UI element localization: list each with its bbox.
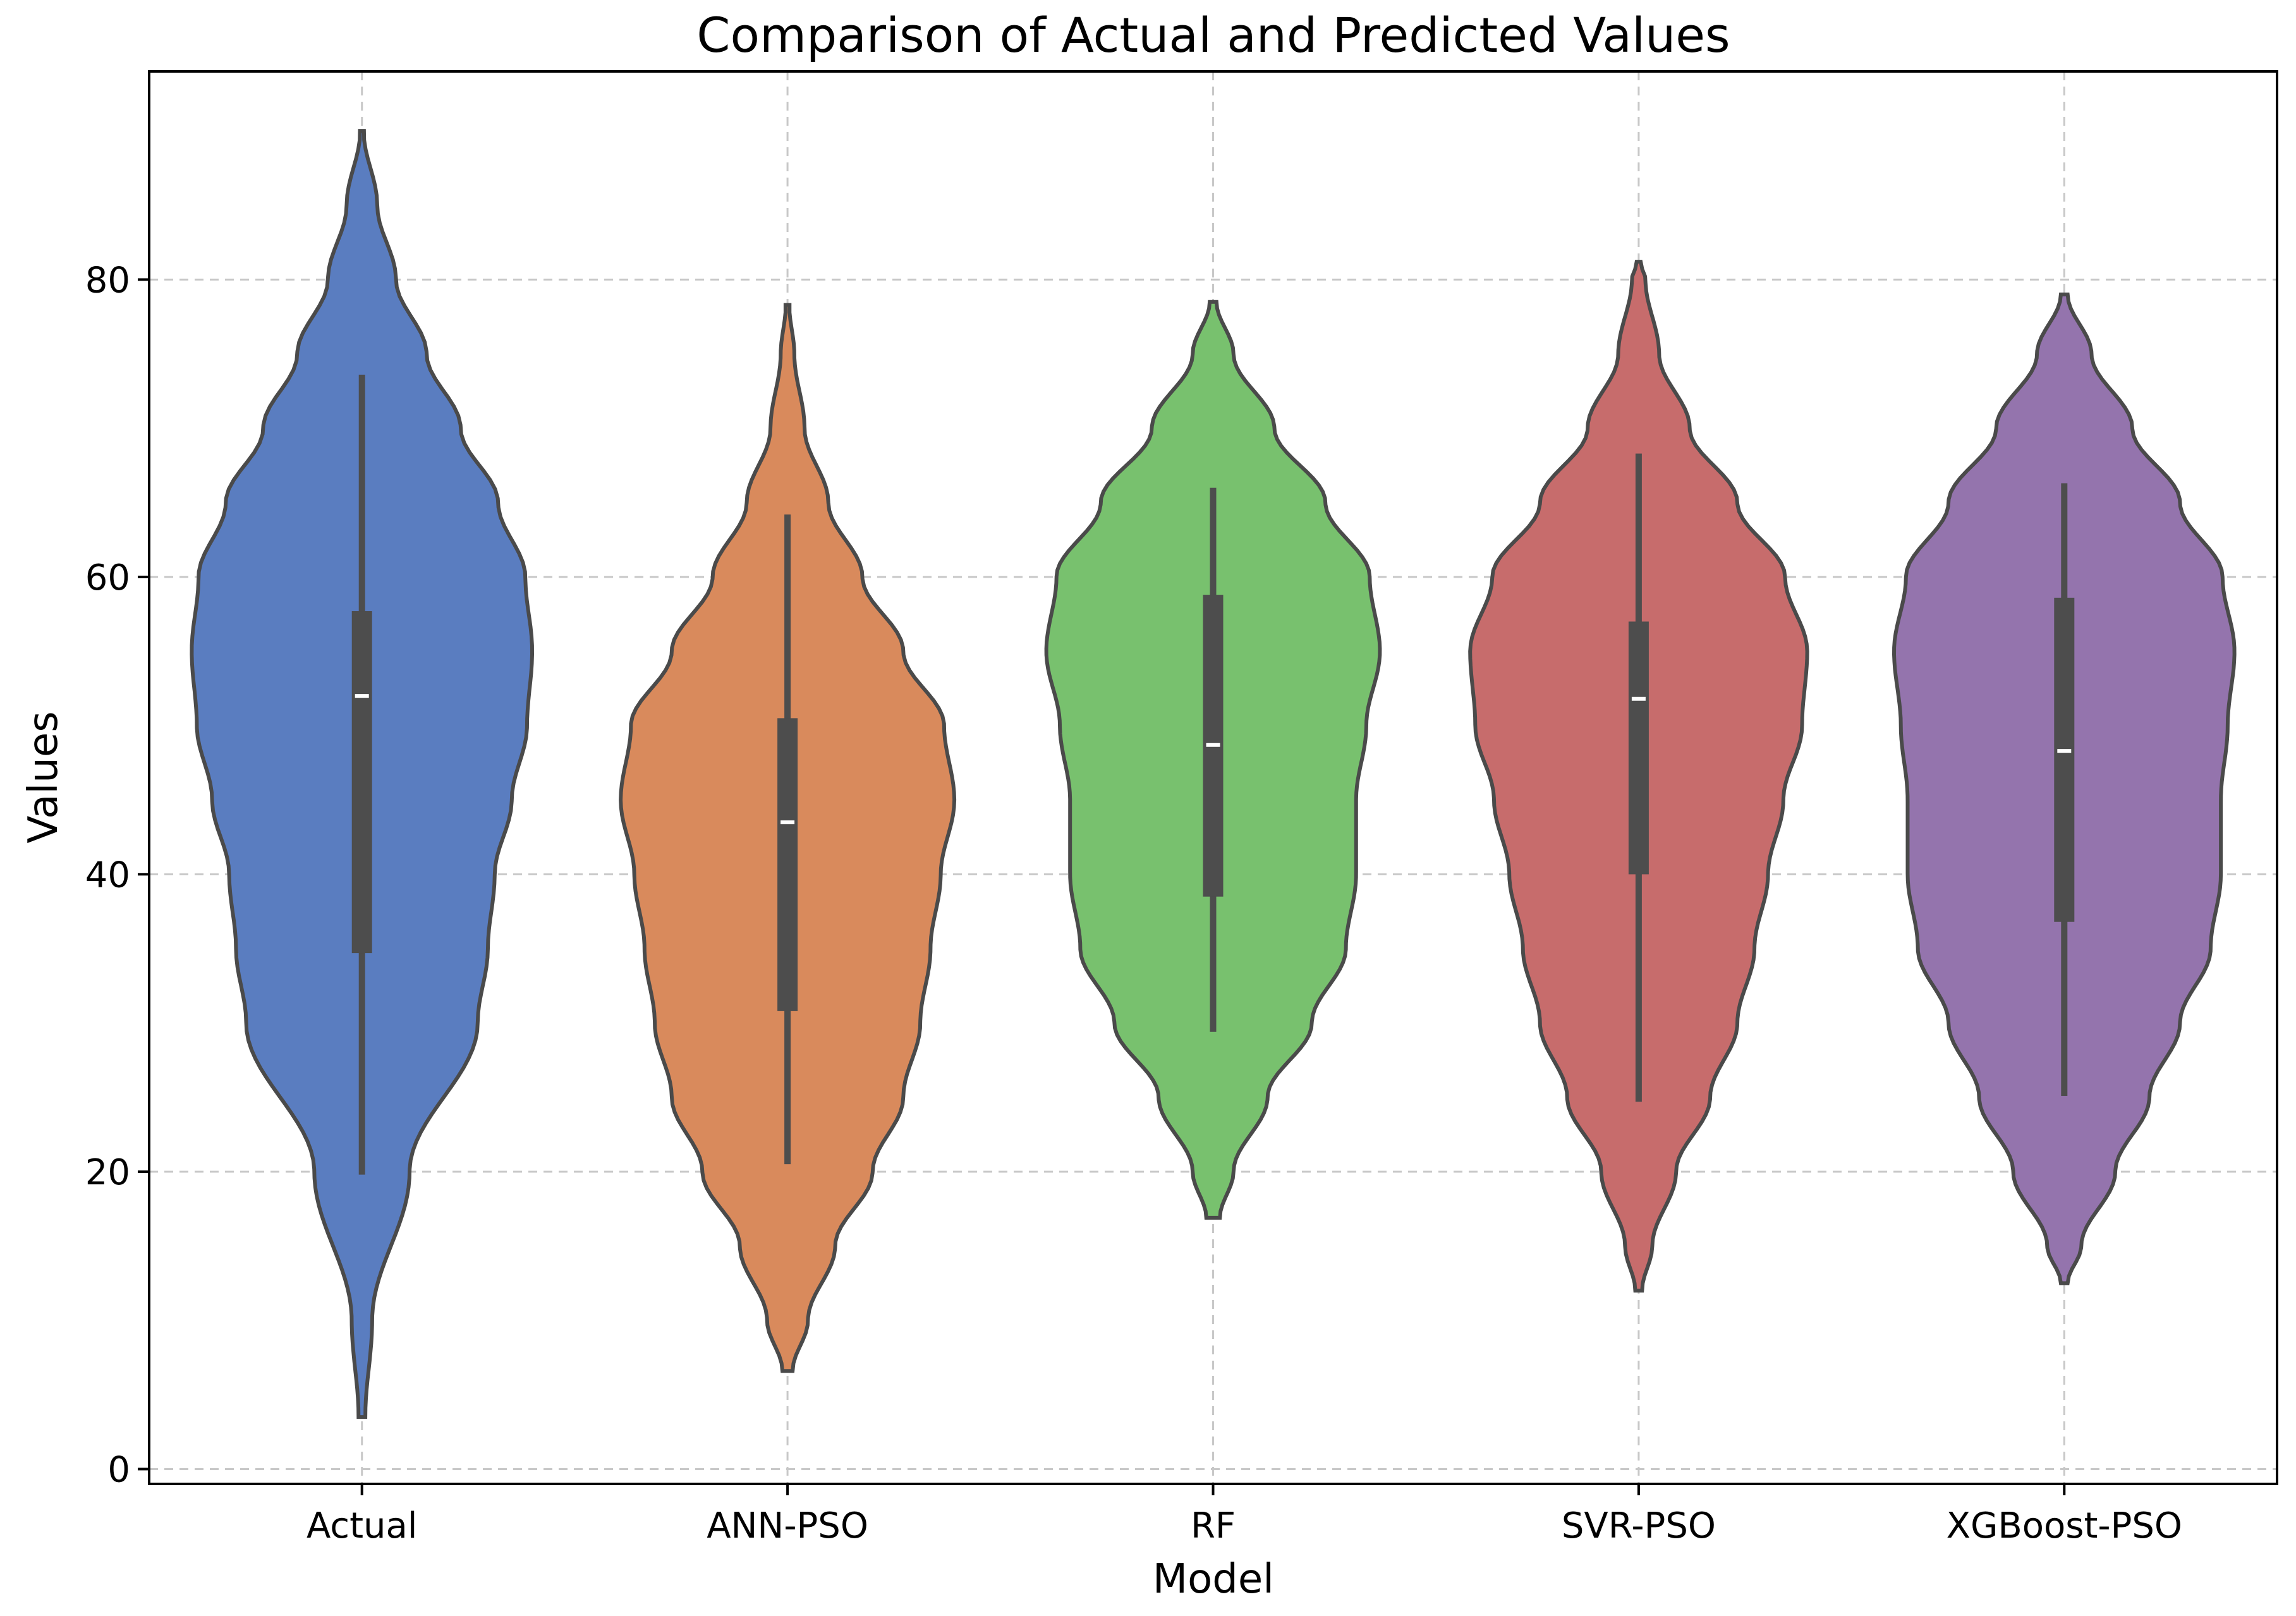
x-tick-label-rf: RF xyxy=(1191,1505,1236,1546)
y-tick-label-40: 40 xyxy=(85,854,130,896)
chart-title: Comparison of Actual and Predicted Value… xyxy=(696,7,1730,63)
y-tick-label-60: 60 xyxy=(85,557,130,598)
x-tick-label-svr-pso: SVR-PSO xyxy=(1562,1505,1716,1546)
y-axis-ticks: 0 20 40 60 80 xyxy=(85,260,149,1490)
iqr-box-ann-pso xyxy=(777,718,798,1011)
x-tick-label-ann-pso: ANN-PSO xyxy=(707,1505,868,1546)
y-tick-label-20: 20 xyxy=(85,1152,130,1193)
y-tick-label-0: 0 xyxy=(107,1449,130,1490)
iqr-box-xgboost-pso xyxy=(2054,597,2075,922)
x-axis-label: Model xyxy=(1153,1556,1274,1603)
y-tick-label-80: 80 xyxy=(85,260,130,301)
violins xyxy=(190,129,2237,1419)
x-tick-label-actual: Actual xyxy=(307,1505,417,1546)
x-tick-label-xgboost-pso: XGBoost-PSO xyxy=(1947,1505,2182,1546)
y-axis-label: Values xyxy=(20,711,67,843)
iqr-box-svr-pso xyxy=(1628,621,1649,875)
x-axis-ticks: Actual ANN-PSO RF SVR-PSO XGBoost-PSO xyxy=(307,1484,2182,1546)
iqr-box-actual xyxy=(351,611,372,954)
